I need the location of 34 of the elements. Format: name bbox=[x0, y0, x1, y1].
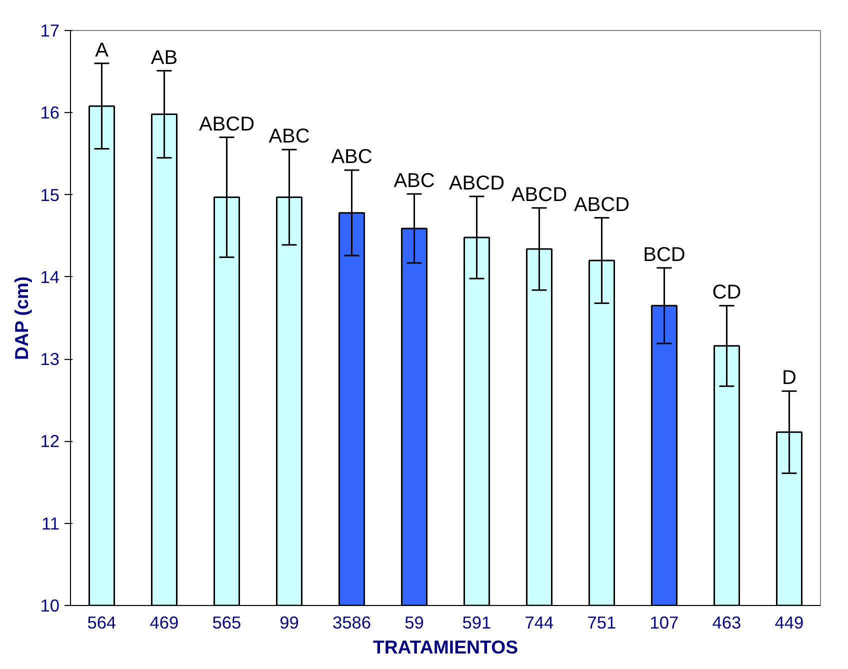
y-axis-title: DAP (cm) bbox=[11, 276, 32, 360]
x-tick-label: 59 bbox=[404, 612, 424, 632]
x-tick-label: 107 bbox=[650, 612, 679, 632]
y-tick-label: 11 bbox=[42, 513, 60, 534]
x-tick-label: 449 bbox=[774, 612, 804, 632]
data-label: BCD bbox=[643, 244, 686, 266]
x-tick-label: 591 bbox=[462, 612, 492, 632]
data-label: D bbox=[782, 367, 796, 390]
x-tick-label: 751 bbox=[587, 612, 616, 632]
data-label: ABCD bbox=[511, 184, 568, 206]
y-tick-label: 15 bbox=[40, 184, 60, 205]
x-tick-label: 469 bbox=[150, 612, 179, 632]
x-tick-label: 565 bbox=[212, 612, 242, 632]
data-label: CD bbox=[712, 282, 742, 304]
x-tick-label: 744 bbox=[524, 612, 554, 632]
x-tick-label: 3586 bbox=[332, 612, 372, 632]
data-label: ABC bbox=[268, 126, 310, 148]
x-tick-label: 99 bbox=[280, 612, 299, 632]
x-axis-title: TRATAMIENTOS bbox=[372, 636, 518, 658]
data-label: ABCD bbox=[574, 194, 630, 216]
x-tick-label: 564 bbox=[87, 612, 117, 632]
y-tick-label: 10 bbox=[40, 596, 60, 616]
y-tick-label: 12 bbox=[40, 431, 60, 452]
y-tick-label: 16 bbox=[40, 102, 60, 123]
data-label: ABC bbox=[331, 146, 372, 168]
x-tick-label: 463 bbox=[712, 612, 742, 632]
data-label: A bbox=[95, 39, 110, 62]
data-label: ABCD bbox=[448, 172, 505, 194]
data-label: ABC bbox=[394, 170, 435, 192]
data-label: AB bbox=[150, 46, 178, 69]
y-tick-label: 17 bbox=[40, 20, 60, 40]
y-tick-label: 14 bbox=[40, 266, 60, 287]
data-label: ABCD bbox=[198, 113, 255, 136]
y-tick-label: 13 bbox=[40, 349, 60, 370]
